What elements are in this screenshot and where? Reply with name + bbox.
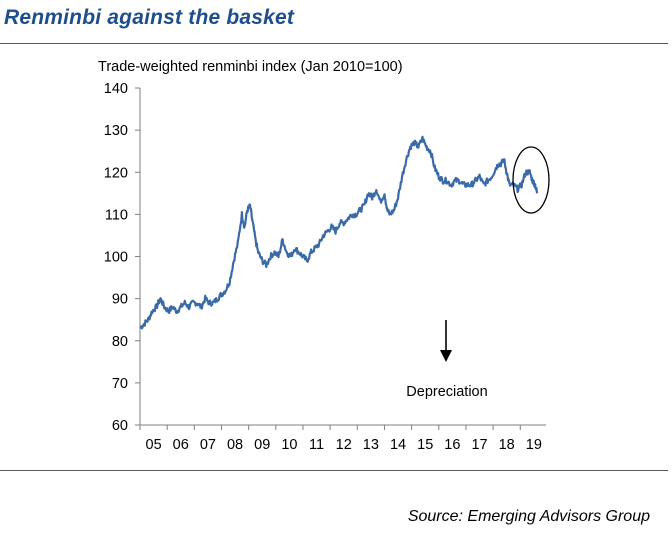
x-tick-label: 19: [526, 437, 542, 453]
y-tick-label: 70: [112, 376, 128, 392]
x-tick-label: 12: [336, 437, 352, 453]
recent-period-circle: [512, 146, 550, 214]
x-tick-label: 16: [444, 437, 460, 453]
y-tick-label: 90: [112, 292, 128, 308]
y-tick-label: 140: [104, 81, 128, 97]
y-tick-label: 100: [104, 250, 128, 266]
x-tick-label: 14: [390, 437, 406, 453]
x-tick-label: 18: [499, 437, 515, 453]
y-tick-label: 80: [112, 334, 128, 350]
x-tick-label: 13: [363, 437, 379, 453]
x-tick-label: 11: [309, 437, 324, 453]
x-axis: 05 06 07 08 09 10 11 12 13 14 15 16 17 18 19: [139, 424, 546, 453]
depreciation-label: Depreciation: [406, 384, 487, 400]
y-tick-label: 60: [112, 418, 128, 434]
chart-title: Renminbi against the basket: [4, 6, 295, 29]
chart-subtitle: Trade-weighted renminbi index (Jan 2010=…: [98, 59, 403, 75]
x-tick-label: 06: [173, 437, 189, 453]
x-tick-label: 10: [281, 437, 297, 453]
x-tick-label: 08: [227, 437, 243, 453]
top-divider: [0, 43, 668, 44]
y-tick-label: 110: [105, 207, 128, 223]
line-chart: Trade-weighted renminbi index (Jan 2010=…: [98, 59, 550, 453]
x-tick-label: 15: [417, 437, 433, 453]
bottom-divider: [0, 470, 668, 471]
y-tick-label: 130: [104, 123, 128, 139]
y-axis: 60 70 80 90 100 110 120 130 140: [104, 81, 141, 434]
x-tick-label: 05: [146, 437, 162, 453]
x-tick-label: 17: [471, 437, 487, 453]
y-tick-label: 120: [104, 165, 128, 181]
source-note: Source: Emerging Advisors Group: [407, 508, 650, 525]
x-tick-label: 09: [254, 437, 270, 453]
x-tick-label: 07: [200, 437, 216, 453]
series-line: [139, 135, 539, 330]
depreciation-arrow: [440, 320, 452, 362]
